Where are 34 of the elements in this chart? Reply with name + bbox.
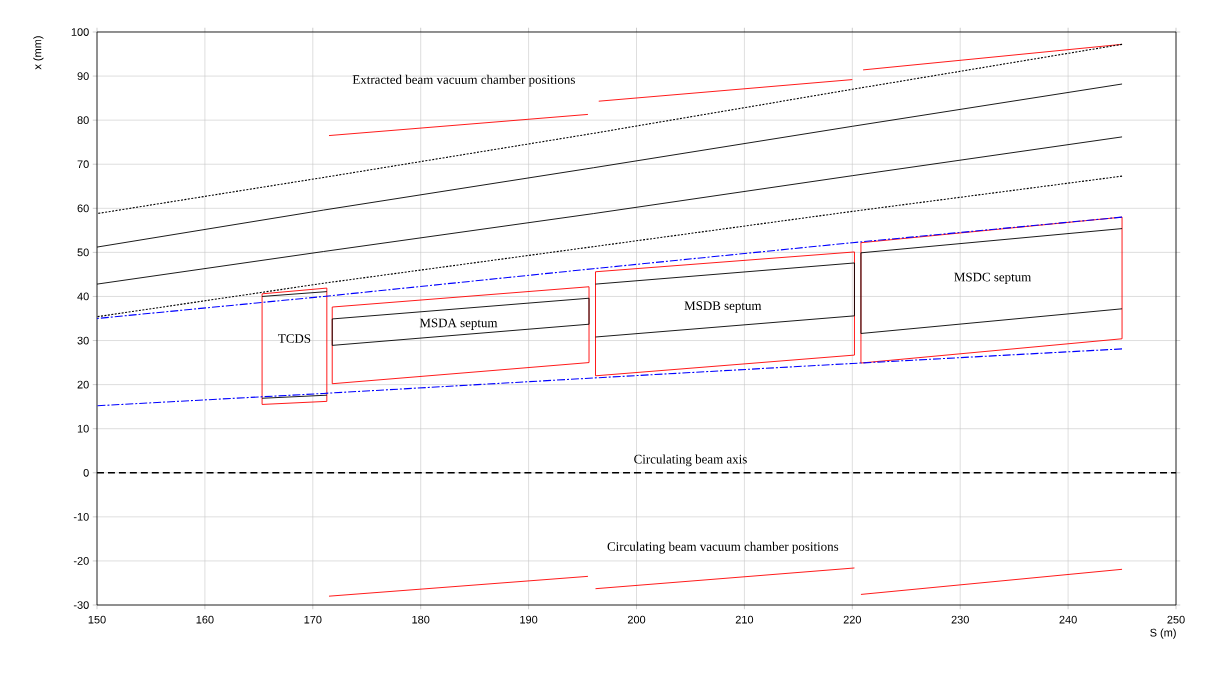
x-tick-label: 170 bbox=[304, 615, 322, 624]
annotation: Circulating beam vacuum chamber positions bbox=[607, 541, 839, 554]
annotation: Extracted beam vacuum chamber positions bbox=[352, 74, 575, 87]
x-axis-title: S (m) bbox=[1150, 628, 1176, 639]
x-tick-label: 210 bbox=[735, 615, 754, 624]
y-tick-label: 90 bbox=[77, 72, 89, 80]
y-tick-label: 60 bbox=[77, 204, 89, 213]
x-tick-label: 220 bbox=[843, 615, 861, 624]
annotation: MSDA septum bbox=[419, 318, 498, 330]
annotation: MSDC septum bbox=[954, 272, 1032, 285]
y-tick-label: 20 bbox=[77, 380, 89, 389]
x-tick-label: 250 bbox=[1167, 615, 1185, 624]
y-tick-label: 40 bbox=[77, 292, 89, 301]
y-tick-label: -30 bbox=[73, 601, 89, 609]
annotation: MSDB septum bbox=[684, 301, 762, 313]
y-tick-label: 10 bbox=[77, 424, 89, 433]
annotation: TCDS bbox=[278, 334, 311, 343]
x-tick-label: 230 bbox=[951, 615, 969, 624]
y-tick-label: -20 bbox=[73, 557, 89, 565]
ref-line-label: Circulating beam axis bbox=[634, 454, 747, 467]
y-tick-label: 70 bbox=[77, 160, 89, 169]
x-tick-label: 200 bbox=[627, 615, 646, 624]
y-tick-label: 100 bbox=[71, 28, 89, 36]
y-tick-label: 0 bbox=[83, 468, 89, 477]
x-tick-label: 180 bbox=[412, 615, 430, 624]
x-tick-label: 190 bbox=[520, 615, 538, 624]
x-tick-label: 160 bbox=[196, 615, 214, 624]
y-axis-title: x (mm) bbox=[33, 36, 44, 70]
y-tick-label: 80 bbox=[77, 116, 89, 125]
x-tick-label: 150 bbox=[88, 615, 106, 624]
y-tick-label: 50 bbox=[77, 248, 89, 257]
y-tick-label: -10 bbox=[73, 512, 89, 521]
y-tick-label: 30 bbox=[77, 336, 89, 345]
x-tick-label: 240 bbox=[1059, 615, 1077, 624]
